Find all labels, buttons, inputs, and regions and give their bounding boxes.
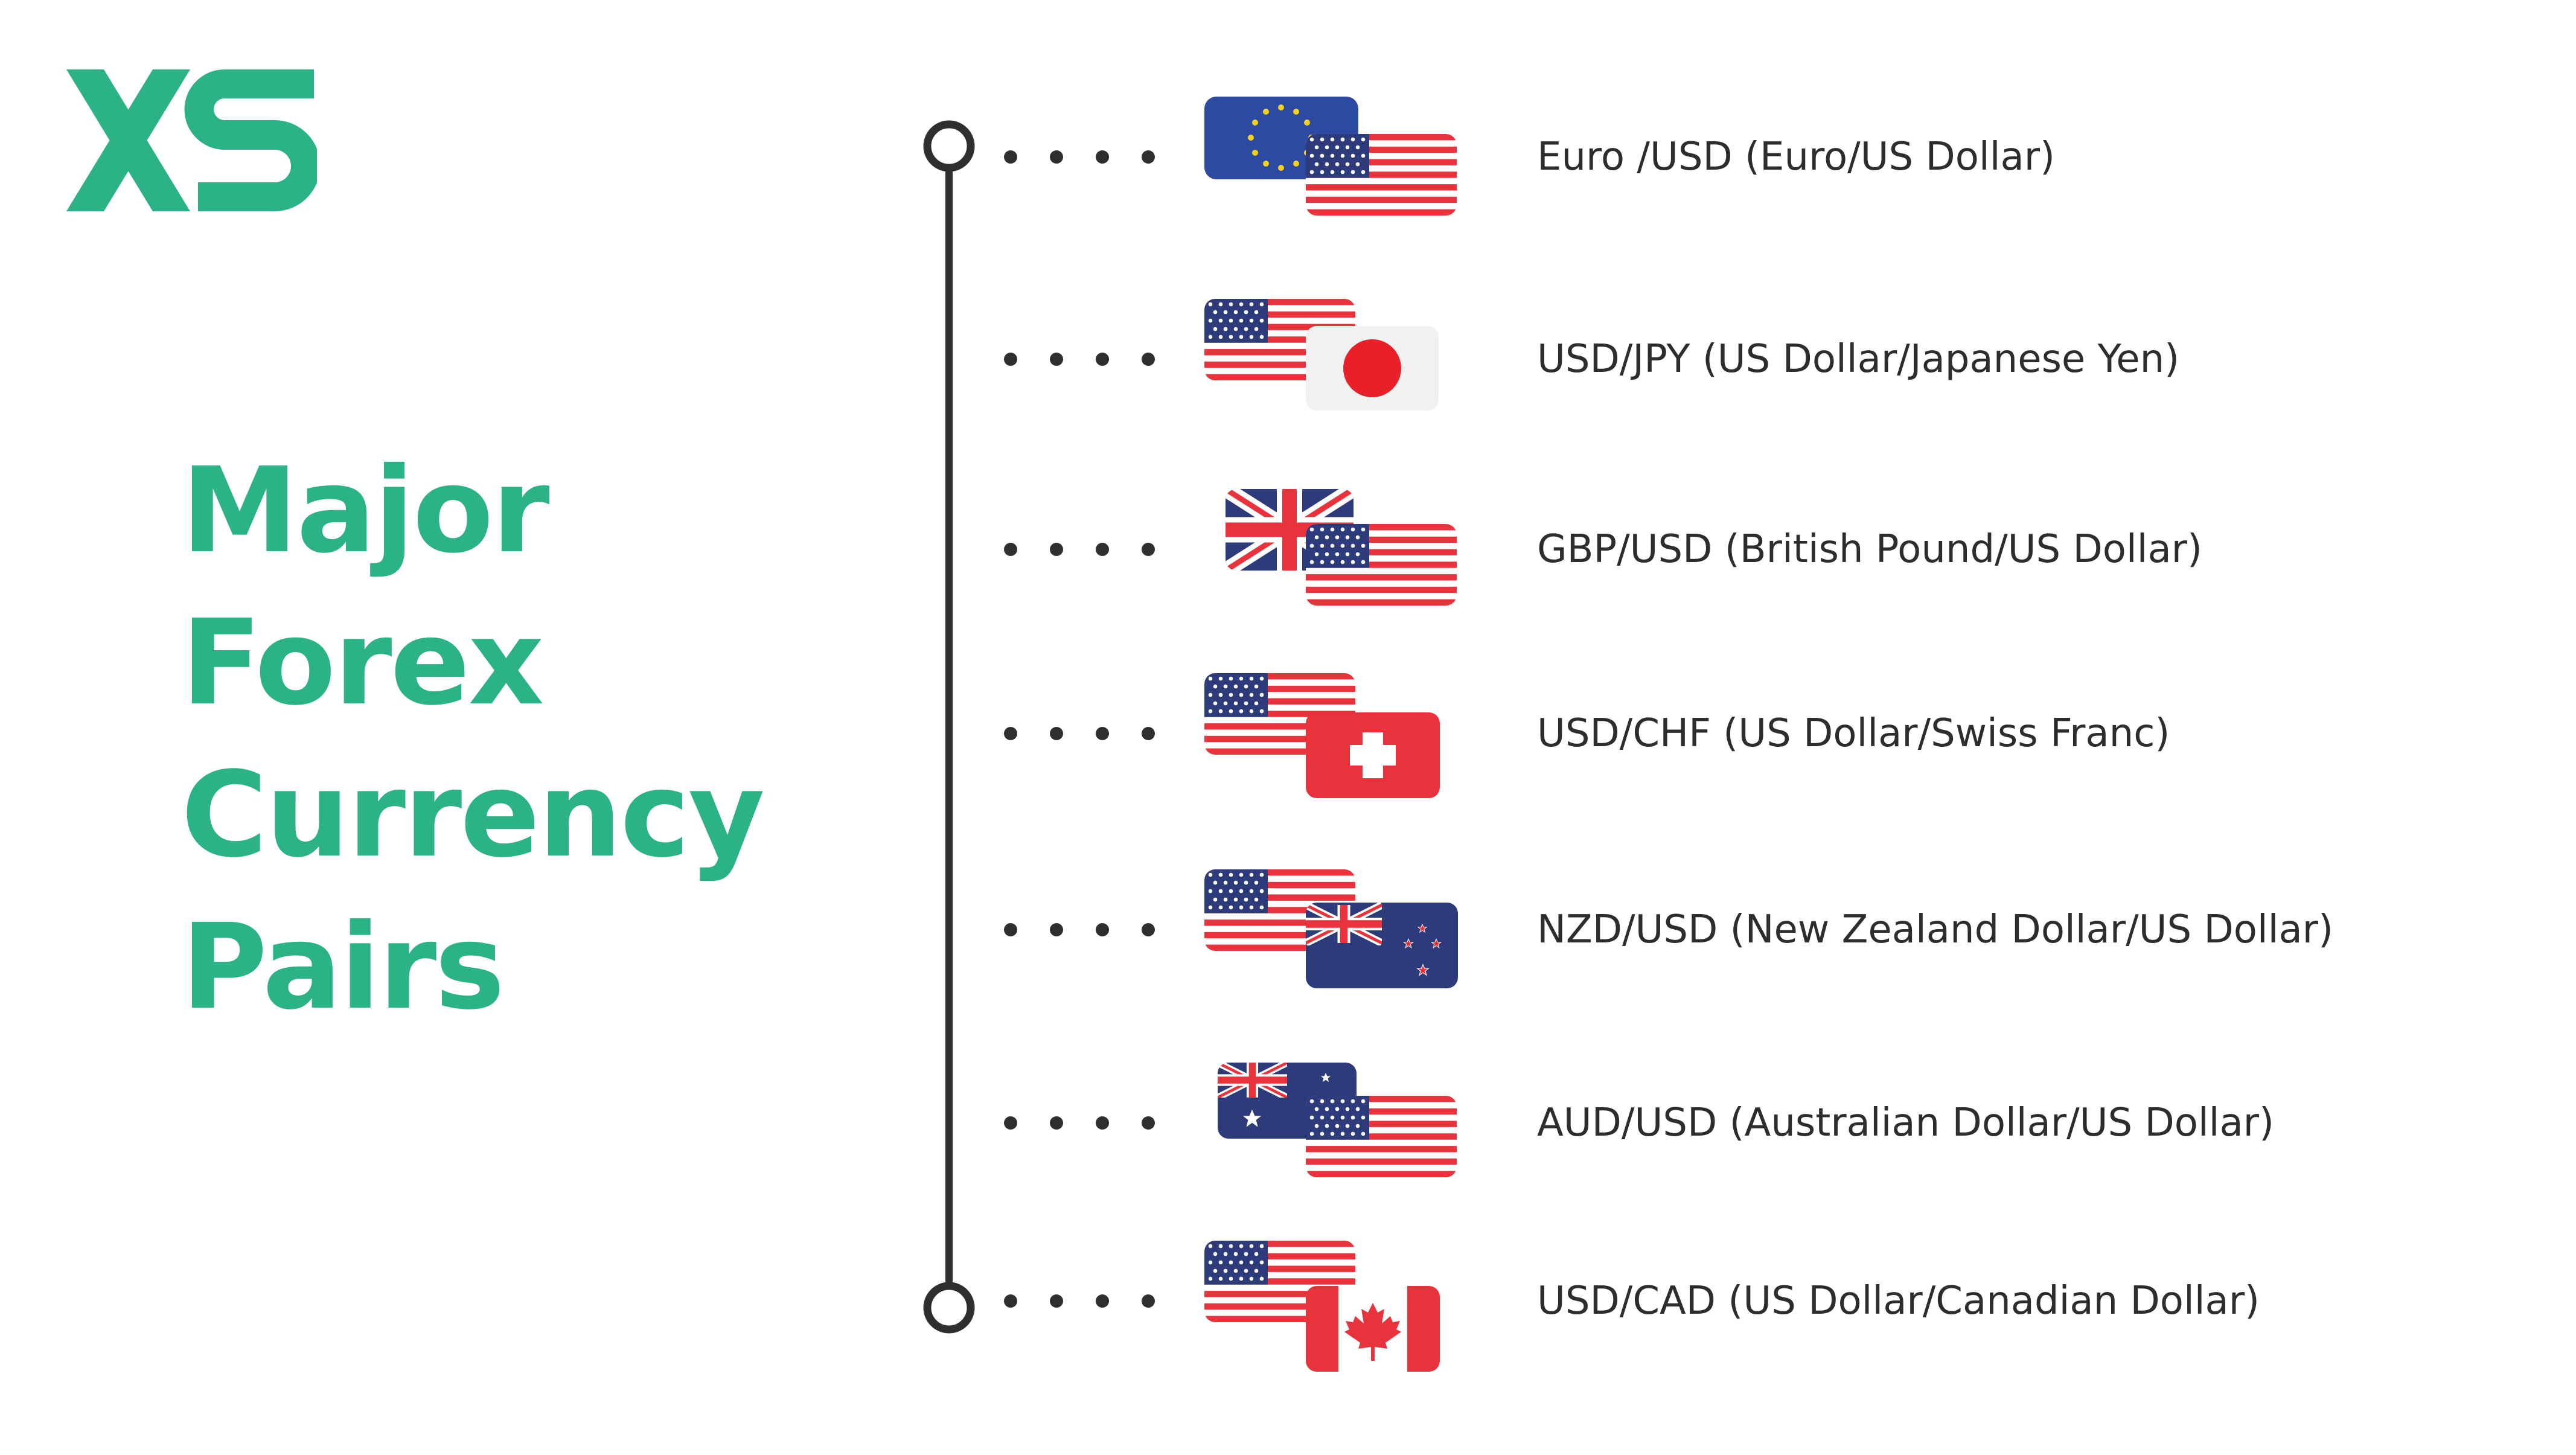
flag-pair [1204,489,1464,610]
xs-logo [66,69,317,211]
connector-dots [1004,1116,1155,1130]
title-line: Currency [181,746,765,883]
canada-flag-icon [1306,1286,1440,1372]
flag-pair [1204,673,1464,798]
flag-pair [1204,299,1464,420]
connector-dots [1004,1294,1155,1308]
pair-label: USD/JPY (US Dollar/Japanese Yen) [1537,337,2180,382]
connector-dots [1004,543,1155,556]
us-flag-icon [1306,134,1457,216]
pair-row-usdcad: USD/CAD (US Dollar/Canadian Dollar) [0,1241,2576,1372]
timeline-end-node [923,1282,975,1334]
pair-row-gbpusd: GBP/USD (British Pound/US Dollar) [0,489,2576,610]
pair-row-audusd: AUD/USD (Australian Dollar/US Dollar) [0,1063,2576,1183]
pair-label: GBP/USD (British Pound/US Dollar) [1537,527,2202,572]
flag-pair [1204,1241,1464,1372]
flag-pair [1204,1063,1464,1183]
connector-dots [1004,353,1155,366]
title-line: Pairs [181,898,505,1035]
pair-row-usdjpy: USD/JPY (US Dollar/Japanese Yen) [0,299,2576,420]
pair-label: AUD/USD (Australian Dollar/US Dollar) [1537,1101,2274,1145]
pair-label: NZD/USD (New Zealand Dollar/US Dollar) [1537,907,2333,952]
pair-label: USD/CAD (US Dollar/Canadian Dollar) [1537,1279,2260,1323]
japan-flag-icon [1306,326,1439,411]
pair-label: USD/CHF (US Dollar/Swiss Franc) [1537,711,2170,756]
switzerland-flag-icon [1306,712,1440,798]
timeline-start-node [923,120,975,172]
new-zealand-flag-icon [1306,903,1458,988]
connector-dots [1004,150,1155,164]
title-line: Forex [181,594,544,731]
us-flag-icon [1306,524,1457,606]
pair-label: Euro /USD (Euro/US Dollar) [1537,135,2055,179]
pair-row-usdchf: USD/CHF (US Dollar/Swiss Franc) [0,673,2576,798]
connector-dots [1004,727,1155,740]
page-title: Major Forex Currency Pairs [181,435,765,1043]
pair-row-eurusd: Euro /USD (Euro/US Dollar) [0,97,2576,217]
connector-dots [1004,923,1155,936]
flag-pair [1204,869,1464,990]
title-line: Major [181,442,550,579]
flag-pair [1204,97,1464,217]
pair-row-nzdusd: NZD/USD (New Zealand Dollar/US Dollar) [0,869,2576,990]
us-flag-icon [1306,1096,1457,1177]
